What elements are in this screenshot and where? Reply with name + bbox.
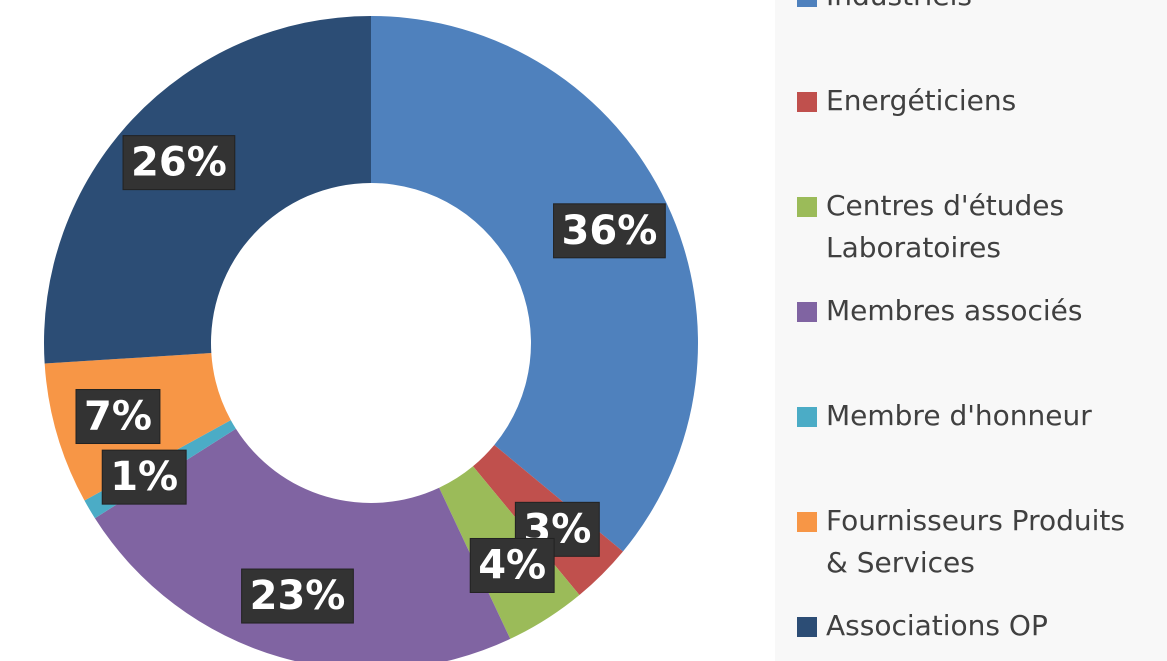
legend-label: Associations OP bbox=[826, 609, 1048, 642]
legend-swatch bbox=[797, 92, 817, 112]
data-label: 7% bbox=[75, 389, 161, 445]
data-label-box bbox=[122, 135, 236, 191]
data-label-text: 1% bbox=[110, 454, 178, 500]
legend-label: Membres associés bbox=[826, 294, 1083, 327]
data-label-box bbox=[75, 389, 161, 445]
data-label: 1% bbox=[101, 449, 187, 505]
donut-area: 36% 3%4% 23% 1% 7% 26% bbox=[43, 16, 699, 661]
legend-label: Centres d'études Laboratoires bbox=[826, 189, 1065, 264]
legend-item: Associations OP bbox=[797, 605, 1147, 647]
data-label-box bbox=[469, 537, 555, 593]
data-label-box bbox=[241, 568, 354, 624]
data-label: 36% bbox=[553, 203, 666, 259]
legend-swatch bbox=[797, 302, 817, 322]
legend-item: Membre d'honneur bbox=[797, 395, 1147, 437]
legend-item: Fournisseurs Produits & Services bbox=[797, 500, 1147, 584]
donut-segment bbox=[94, 428, 511, 661]
data-label-box bbox=[553, 203, 666, 259]
data-label: 26% bbox=[122, 135, 236, 191]
legend-item: Energéticiens bbox=[797, 80, 1147, 122]
legend-label: Fournisseurs Produits & Services bbox=[826, 504, 1125, 579]
data-label: 23% bbox=[241, 568, 354, 624]
legend-swatch bbox=[797, 512, 817, 532]
legend-item: Industriels bbox=[797, 0, 1147, 17]
legend-label: Membre d'honneur bbox=[826, 399, 1092, 432]
legend-label: Industriels bbox=[826, 0, 1146, 17]
data-label-box bbox=[101, 449, 187, 505]
data-label-text: 23% bbox=[250, 573, 346, 619]
legend-label: Energéticiens bbox=[826, 84, 1017, 117]
legend-swatch bbox=[797, 0, 817, 7]
data-label-text: 36% bbox=[562, 208, 658, 254]
data-label-text: 26% bbox=[131, 140, 227, 186]
data-label: 3% bbox=[514, 501, 600, 557]
data-label-text: 4% bbox=[478, 542, 546, 588]
donut-segment bbox=[371, 16, 699, 552]
data-label: 4% bbox=[469, 537, 555, 593]
legend-swatch bbox=[797, 197, 817, 217]
legend-swatch bbox=[797, 407, 817, 427]
data-label-text: 7% bbox=[84, 394, 152, 440]
legend-swatch bbox=[797, 617, 817, 637]
legend-item: Centres d'études Laboratoires bbox=[797, 185, 1147, 269]
legend-item: Membres associés bbox=[797, 290, 1147, 332]
legend: Industriels Energéticiens Centres d'études… bbox=[775, 0, 1167, 661]
